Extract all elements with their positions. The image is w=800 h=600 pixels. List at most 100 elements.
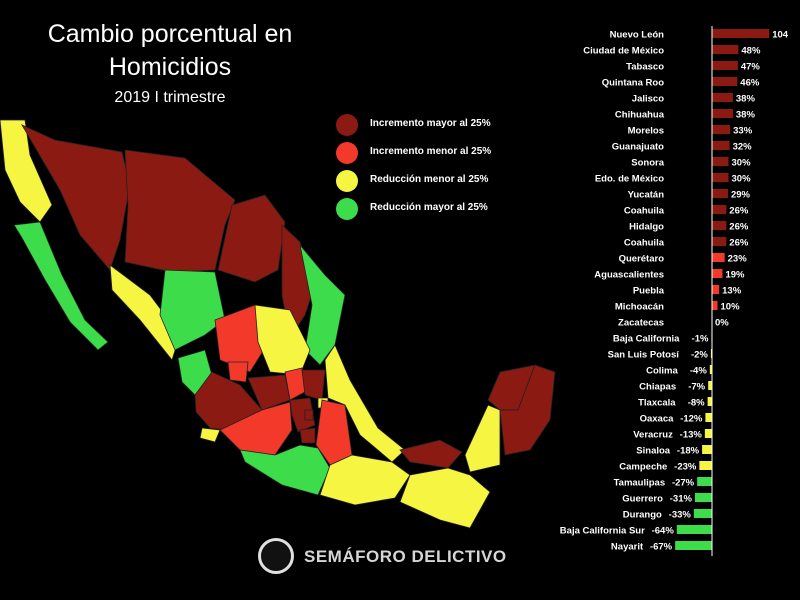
value-label: -13% [680, 430, 703, 441]
value-label: -31% [670, 494, 693, 505]
category-label: Nayarit [611, 542, 644, 553]
legend-label-inc-high: Incremento mayor al 25% [370, 118, 491, 129]
value-label: 38% [736, 110, 756, 121]
bar [705, 413, 712, 422]
state-tamaulipas [299, 244, 346, 366]
category-label: Durango [623, 510, 662, 521]
bar [712, 205, 727, 214]
bar-chart: Nuevo León 104 Ciudad de México 48% Tabasco 4… [560, 26, 789, 556]
category-label: Zacatecas [618, 318, 664, 329]
bar [704, 429, 712, 438]
state-sinaloa [109, 264, 181, 361]
mexico-map [0, 119, 556, 529]
value-label: 30% [732, 158, 752, 169]
bar [712, 93, 733, 102]
value-label: 23% [728, 254, 748, 265]
category-label: Jalisco [632, 94, 664, 105]
category-label: Tlaxcala [638, 398, 676, 409]
bar [712, 141, 730, 150]
bar [699, 461, 712, 470]
category-label: Aguascalientes [594, 270, 664, 281]
value-label: 26% [729, 206, 749, 217]
value-label: 48% [741, 46, 761, 57]
category-label: Coahuila [624, 238, 665, 249]
value-label: -23% [674, 462, 697, 473]
category-label: Michoacán [615, 302, 664, 313]
logo-text: SEMÁFORO DELICTIVO [304, 547, 507, 566]
category-label: Coahuila [624, 206, 665, 217]
legend-swatch-dec-low [336, 170, 358, 192]
category-label: Guanajuato [612, 142, 664, 153]
state-veracruz [324, 344, 406, 463]
bar [712, 125, 731, 134]
category-label: Morelos [628, 126, 664, 137]
value-label: 46% [740, 78, 760, 89]
bar [707, 397, 712, 406]
state-oaxaca [319, 454, 411, 506]
category-label: Puebla [633, 286, 665, 297]
category-label: Sonora [631, 158, 664, 169]
state-coahuila [217, 194, 286, 283]
bar [712, 285, 720, 294]
category-label: Guerrero [622, 494, 663, 505]
value-label: -27% [672, 478, 695, 489]
bar [676, 525, 712, 534]
category-label: Colima [646, 366, 678, 377]
category-label: Nuevo León [610, 30, 665, 41]
legend-swatch-dec-high [336, 198, 358, 220]
value-label: 38% [736, 94, 756, 105]
bar [712, 109, 733, 118]
value-label: 104 [772, 30, 789, 41]
legend-label-inc-low: Incremento menor al 25% [370, 146, 492, 157]
value-label: -12% [680, 414, 703, 425]
state-hidalgo [301, 369, 326, 401]
value-label: 33% [733, 126, 753, 137]
state-baja-california [0, 119, 53, 223]
legend-swatch-inc-high [336, 114, 358, 136]
bar [712, 45, 739, 54]
value-label: -1% [692, 334, 709, 345]
bar [702, 445, 712, 454]
bar [712, 29, 770, 38]
category-label: Querétaro [619, 254, 665, 265]
category-label: Tamaulipas [614, 478, 666, 489]
category-label: Quintana Roo [602, 78, 664, 89]
legend-swatch-inc-low [336, 142, 358, 164]
value-label: 47% [741, 62, 761, 73]
category-label: Oaxaca [640, 414, 675, 425]
value-label: -18% [677, 446, 700, 457]
bar [708, 381, 712, 390]
state-campeche [464, 404, 501, 473]
bar [712, 237, 727, 246]
bar [712, 77, 738, 86]
value-label: 29% [731, 190, 751, 201]
category-label: Tabasco [626, 62, 664, 73]
bar [697, 477, 712, 486]
state-quintana-roo [499, 364, 556, 456]
bar [710, 349, 712, 358]
value-label: 13% [722, 286, 742, 297]
value-label: 32% [733, 142, 753, 153]
value-label: -8% [688, 398, 705, 409]
legend-label-dec-high: Reducción mayor al 25% [370, 202, 488, 213]
legend-label-dec-low: Reducción menor al 25% [370, 174, 489, 185]
category-label: Campeche [619, 462, 667, 473]
state-cdmx [304, 409, 314, 421]
state-durango [159, 269, 226, 351]
state-tabasco [399, 439, 463, 469]
state-morelos [299, 427, 316, 444]
bar [712, 301, 718, 310]
bar [712, 157, 729, 166]
value-label: -33% [669, 510, 692, 521]
bar [693, 509, 712, 518]
state-baja-california-sur [13, 221, 109, 351]
bar [694, 493, 712, 502]
title-line-2: Homicidios [108, 53, 232, 81]
bar [712, 269, 723, 278]
chart-subtitle: 2019 I trimestre [114, 89, 226, 106]
state-chihuahua [124, 149, 236, 273]
category-label: Sinaloa [636, 446, 671, 457]
value-label: -2% [691, 350, 708, 361]
state-chiapas [399, 467, 491, 529]
value-label: 26% [729, 222, 749, 233]
